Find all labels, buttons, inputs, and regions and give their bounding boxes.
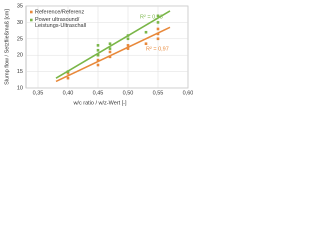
- point: [144, 42, 148, 46]
- point: [108, 50, 112, 54]
- chart: w/c ratio / w/z-Wert [-] Slump flow / Se…: [4, 3, 193, 106]
- plot-area: [25, 5, 189, 89]
- x-tick-label: 0,35: [33, 90, 44, 96]
- point: [108, 55, 112, 59]
- x-tick-label: 0,55: [153, 90, 164, 96]
- y-tick-label: 20: [17, 53, 23, 59]
- point: [66, 76, 70, 80]
- y-tick-label: 15: [17, 69, 23, 75]
- r2-annotation: R² = 0,97: [146, 46, 169, 52]
- x-tick-label: 0,50: [123, 90, 134, 96]
- point: [156, 21, 160, 24]
- legend-label: Power ultrasound/Leistungs-Ultraschall: [35, 17, 86, 29]
- x-tick-label: 0,40: [63, 90, 74, 96]
- point: [66, 71, 70, 75]
- point: [66, 70, 70, 73]
- point: [126, 37, 130, 41]
- point: [96, 44, 100, 47]
- legend-label: Reference/Referenz: [35, 9, 84, 15]
- point: [96, 53, 100, 57]
- y-tick-label: 10: [17, 85, 23, 91]
- point: [156, 37, 160, 41]
- point: [108, 47, 112, 50]
- y-tick-label: 30: [17, 20, 23, 26]
- y-tick-label: 25: [17, 36, 23, 42]
- point: [126, 34, 130, 37]
- legend-marker: [30, 18, 33, 22]
- legend-marker: [30, 10, 33, 14]
- x-tick-label: 0,45: [93, 90, 104, 96]
- y-axis-label: Slump flow / Setzfließmaß [cm]: [4, 9, 10, 85]
- point: [96, 63, 100, 67]
- trend-line: [55, 10, 171, 79]
- point: [126, 44, 130, 47]
- point: [156, 14, 160, 18]
- point: [126, 47, 130, 50]
- point: [96, 48, 100, 52]
- r2-annotation: R² = 0,93: [140, 14, 163, 20]
- point: [156, 32, 160, 36]
- point: [144, 30, 148, 34]
- point: [108, 42, 112, 46]
- trend-line: [55, 26, 171, 83]
- x-axis-label: w/c ratio / w/z-Wert [-]: [72, 100, 127, 106]
- y-tick-label: 35: [17, 3, 23, 9]
- x-tick-label: 0,60: [183, 90, 193, 96]
- point: [96, 58, 100, 62]
- point: [156, 27, 160, 31]
